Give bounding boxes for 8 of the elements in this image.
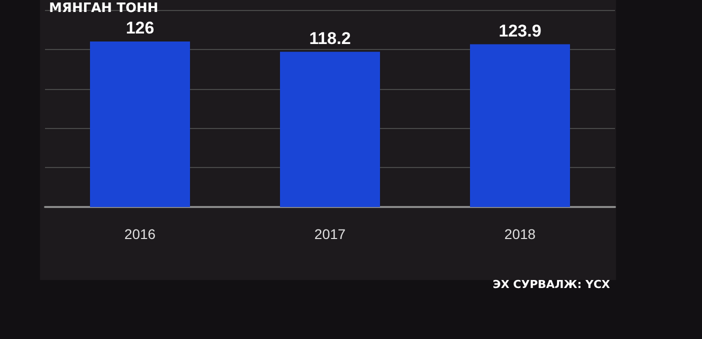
x-tick-label: 2016 <box>124 226 156 242</box>
data-label: 118.2 <box>309 28 351 48</box>
chart-title: МЯНГАН ТОНН <box>49 1 158 16</box>
data-label: 126 <box>126 18 154 38</box>
data-label: 123.9 <box>498 21 542 40</box>
text: ЭХ СУРВАЛЖ: ҮСХ <box>492 278 611 291</box>
x-tick-label: 2018 <box>504 226 536 242</box>
x-tick-label: 2017 <box>314 226 346 242</box>
